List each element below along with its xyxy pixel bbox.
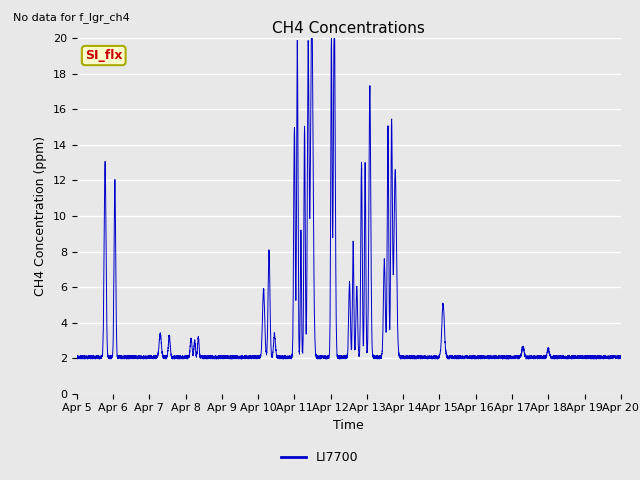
Title: CH4 Concentrations: CH4 Concentrations — [273, 21, 425, 36]
X-axis label: Time: Time — [333, 419, 364, 432]
Text: No data for f_lgr_ch4: No data for f_lgr_ch4 — [13, 12, 129, 23]
Text: SI_flx: SI_flx — [85, 49, 122, 62]
Y-axis label: CH4 Concentration (ppm): CH4 Concentration (ppm) — [35, 136, 47, 296]
Legend: LI7700: LI7700 — [276, 446, 364, 469]
